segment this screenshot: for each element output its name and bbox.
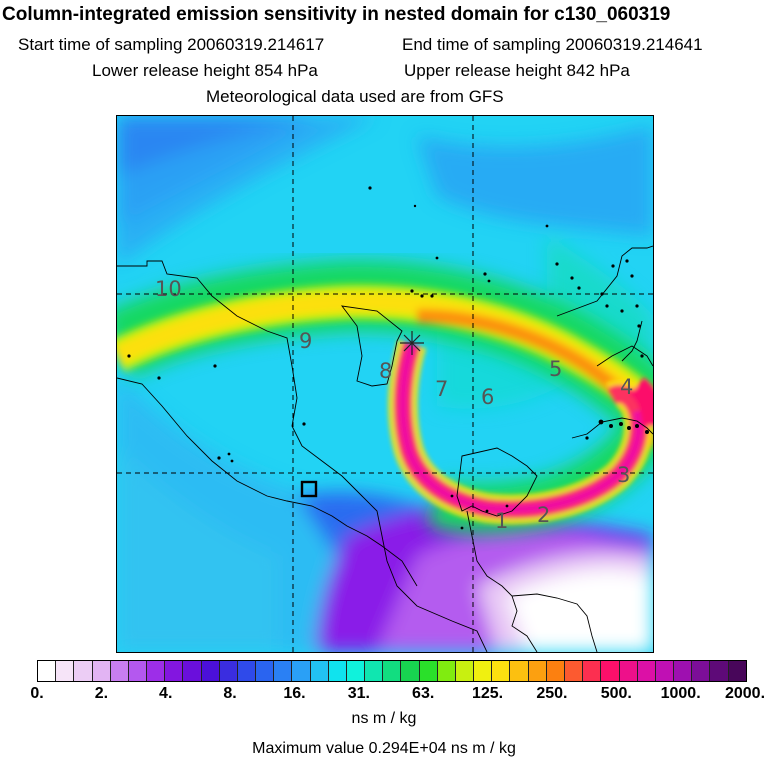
- colorbar-segment: [383, 661, 402, 681]
- day-label-4: 4: [620, 375, 633, 399]
- day-label-1: 1: [495, 509, 508, 533]
- colorbar-segment: [674, 661, 693, 681]
- colorbar-tick-label: 31.: [347, 685, 370, 702]
- colorbar-segment: [455, 661, 475, 681]
- colorbar-segment: [147, 661, 166, 681]
- colorbar-segment: [710, 661, 729, 681]
- colorbar-tick-label: 0.: [30, 685, 44, 702]
- plot-title: Column-integrated emission sensitivity i…: [2, 4, 671, 25]
- sensitivity-map: 10 9 8 7 6 5 4 3 2 1: [116, 115, 654, 653]
- colorbar-segment: [346, 661, 366, 681]
- colorbar-segment: [274, 661, 293, 681]
- plume-hook: [387, 339, 653, 525]
- colorbar-tick-label: 2000.: [724, 685, 766, 702]
- colorbar-tick-label: 125.: [471, 685, 504, 702]
- colorbar-segment: [56, 661, 75, 681]
- release-point-marker: [400, 331, 424, 355]
- colorbar-segment: [92, 661, 111, 681]
- coastlines: [117, 245, 653, 652]
- map-svg: 10 9 8 7 6 5 4 3 2 1: [117, 116, 653, 652]
- colorbar-tick-label: 500.: [600, 685, 632, 702]
- colorbar-tick-label: 4.: [159, 685, 173, 702]
- colorbar-segment: [528, 661, 547, 681]
- colorbar-tick-label: 16.: [283, 685, 306, 702]
- colorbar-segment: [401, 661, 420, 681]
- colorbar-segment: [310, 661, 329, 681]
- colorbar-segment: [110, 661, 129, 681]
- colorbar-segment: [165, 661, 184, 681]
- colorbar-tick-label: 2.: [94, 685, 109, 702]
- day-label-9: 9: [299, 329, 312, 353]
- colorbar-segment: [492, 661, 511, 681]
- colorbar-tick-label: 8.: [223, 685, 237, 702]
- colorbar-segment: [365, 661, 384, 681]
- colorbar-segment: [237, 661, 257, 681]
- colorbar-segment: [601, 661, 620, 681]
- colorbar-tick-label: 250.: [536, 685, 568, 702]
- colorbar-segment: [437, 661, 456, 681]
- day-label-6: 6: [481, 385, 494, 409]
- point-sources: [127, 186, 649, 530]
- colorbar-segment: [38, 661, 57, 681]
- colorbar-segment: [474, 661, 493, 681]
- colorbar-segment: [564, 661, 584, 681]
- colorbar-tick-label: 63.: [412, 685, 435, 702]
- colorbar-segment: [74, 661, 93, 681]
- colorbar-segment: [583, 661, 602, 681]
- colorbar-segment: [728, 661, 746, 681]
- colorbar-segment: [655, 661, 675, 681]
- colorbar-tick-label: 1000.: [660, 685, 701, 702]
- colorbar-segment: [128, 661, 148, 681]
- lower-height-label: Lower release height 854 hPa: [92, 61, 318, 80]
- colorbar-segment: [292, 661, 311, 681]
- colorbar-segment: [619, 661, 638, 681]
- maximum-value-label: Maximum value 0.294E+04 ns m / kg: [252, 740, 516, 757]
- colorbar-segment: [183, 661, 202, 681]
- colorbar-unit: ns m / kg: [351, 710, 417, 727]
- colorbar-segment: [419, 661, 438, 681]
- day-labels: 10 9 8 7 6 5 4 3 2 1: [155, 277, 633, 533]
- colorbar-segment: [637, 661, 656, 681]
- colorbar-segment: [510, 661, 529, 681]
- day-label-7: 7: [435, 377, 448, 401]
- day-label-5: 5: [549, 357, 562, 381]
- receptor-box-marker: [300, 480, 318, 498]
- colorbar-segment: [328, 661, 347, 681]
- colorbar-segment: [692, 661, 711, 681]
- colorbar-segment: [546, 661, 565, 681]
- day-label-2: 2: [537, 503, 550, 527]
- end-time-label: End time of sampling 20060319.214641: [402, 35, 703, 54]
- met-data-label: Meteorological data used are from GFS: [206, 87, 504, 106]
- day-label-10: 10: [155, 277, 182, 301]
- colorbar-segment: [219, 661, 238, 681]
- day-label-8: 8: [379, 359, 392, 383]
- colorbar-segment: [201, 661, 220, 681]
- upper-height-label: Upper release height 842 hPa: [404, 61, 630, 80]
- day-label-3: 3: [617, 463, 630, 487]
- colorbar: [37, 660, 747, 682]
- colorbar-segment: [256, 661, 275, 681]
- start-time-label: Start time of sampling 20060319.214617: [18, 35, 325, 54]
